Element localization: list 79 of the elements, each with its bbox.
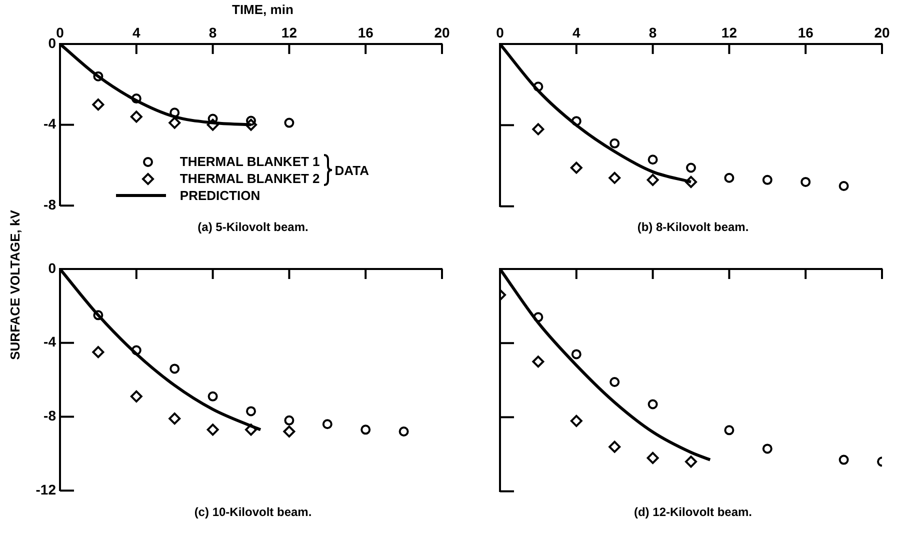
point [838,454,849,465]
x-tick-label: 16 [358,24,374,40]
point [398,426,409,437]
point [570,162,582,174]
point [246,116,256,126]
point [608,172,621,184]
text: (a) 5-Kilovolt beam. [198,220,308,234]
point [571,349,582,360]
y-tick-label: -8 [44,408,56,424]
point [800,176,811,187]
point [646,174,659,186]
point [570,414,582,427]
point [648,154,658,165]
point [762,174,772,185]
y-tick-label: -8 [44,196,56,212]
x-tick-label: 12 [281,24,298,40]
point [284,118,294,128]
point [168,412,181,425]
text: (b) 8-Kilovolt beam. [636,220,750,234]
point [322,419,332,430]
point [610,377,620,388]
point [131,345,142,356]
point [724,172,734,183]
legend-label: THERMAL BLANKET 1 [180,154,320,169]
text: (c) 10-Kilovolt beam. [193,505,313,519]
x-axis-title: TIME, min [232,2,294,17]
y-axis-title: SURFACE VOLTAGE, kV [8,210,22,360]
x-tick-label: 8 [208,24,217,40]
x-tick-label: 4 [132,24,140,40]
legend-label: THERMAL BLANKET 2 [180,171,320,186]
point [685,176,697,188]
point [685,456,697,468]
point [360,424,371,435]
point [724,425,734,436]
x-tick-label: 20 [874,24,890,40]
point [168,116,181,129]
point [762,444,772,454]
point [648,399,658,410]
x-tick-label: 20 [434,24,450,40]
point [245,118,257,131]
point [245,424,257,436]
point [206,424,219,436]
x-tick-label: 4 [572,24,580,40]
point [533,82,544,92]
y-tick-label: -4 [44,334,56,350]
point [93,71,104,82]
point [686,162,696,173]
x-tick-label: 12 [721,24,738,40]
point [532,356,544,368]
point [170,364,180,374]
x-tick-label: 16 [798,24,814,40]
point [170,108,180,118]
point [571,116,582,126]
point [246,406,256,416]
x-tick-label: 8 [648,24,657,40]
point [532,123,544,136]
point [92,98,104,111]
point [608,440,621,453]
point [206,118,219,131]
legend-label: PREDICTION [180,188,260,203]
point [533,312,544,322]
y-tick-label: 0 [48,260,56,276]
point [284,415,294,426]
point [610,138,620,148]
point [838,181,849,192]
point [92,346,104,358]
point [283,426,296,438]
x-tick-label: 0 [496,24,504,40]
point [130,110,142,123]
annotation: DATA [334,162,369,178]
point [646,452,659,464]
text: (d) 12-Kilovolt beam. [632,505,753,519]
y-tick-label: -4 [44,116,56,132]
point [93,310,104,320]
y-tick-label: -12 [36,481,56,498]
point [130,390,142,402]
y-tick-label: 0 [48,34,56,51]
point [131,94,142,104]
point [208,391,218,402]
